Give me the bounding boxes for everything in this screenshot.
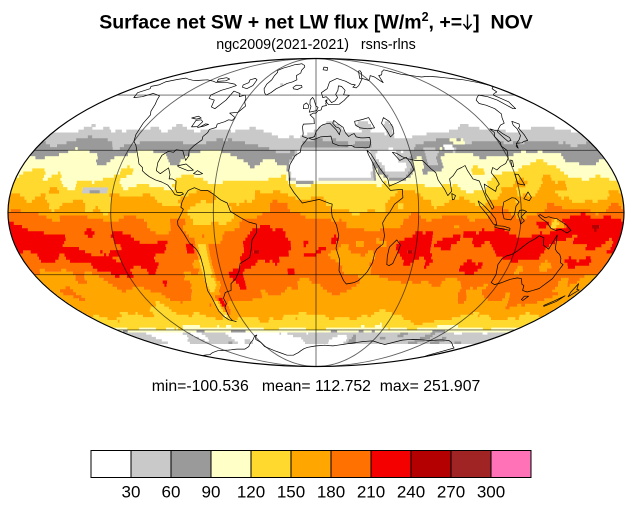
- svg-text:90: 90: [202, 483, 221, 502]
- svg-text:210: 210: [357, 483, 385, 502]
- svg-text:30: 30: [122, 483, 141, 502]
- svg-text:60: 60: [162, 483, 181, 502]
- svg-text:150: 150: [277, 483, 305, 502]
- svg-text:300: 300: [477, 483, 505, 502]
- svg-text:270: 270: [437, 483, 465, 502]
- svg-text:120: 120: [237, 483, 265, 502]
- svg-text:240: 240: [397, 483, 425, 502]
- svg-text:180: 180: [317, 483, 345, 502]
